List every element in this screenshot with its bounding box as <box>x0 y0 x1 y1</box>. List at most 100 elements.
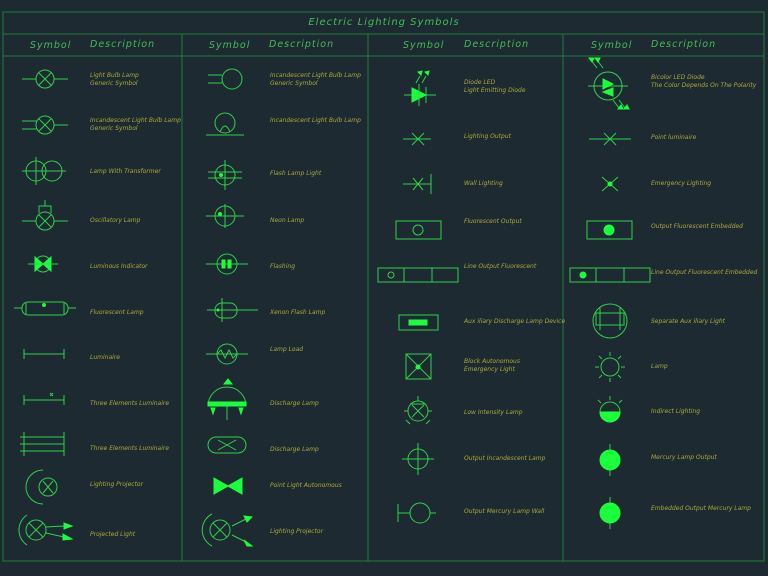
col3-description-2: Lighting Output <box>464 133 512 140</box>
low-intensity-lamp-symbol <box>404 396 432 425</box>
col4-description-5: Line Output Fluorescent Embedded <box>651 269 758 276</box>
col1-description-10: Lighting Projector <box>90 481 144 488</box>
three-elements-luminaire-lines-symbol <box>20 432 65 456</box>
line-output-fluorescent-embedded-symbol <box>569 267 651 283</box>
col2-description-1: Incandescent Light Bulb Lamp <box>270 72 361 79</box>
col1-description-2: Incandescent Light Bulb Lamp <box>90 117 181 124</box>
col1-description-5: Luminous Indicator <box>90 263 148 270</box>
three-elements-luminaire-symbol <box>23 392 65 405</box>
col1-description-6: Fluorescent Lamp <box>90 309 144 316</box>
col2-description-4: Neon Lamp <box>270 217 304 224</box>
col3-description-header: Description <box>464 39 529 50</box>
wall-lighting-symbol <box>403 174 432 194</box>
col1-description-2-line2: Generic Symbol <box>90 125 138 132</box>
flash-lamp-symbol <box>208 160 242 190</box>
col1-description-3: Lamp With Transformer <box>90 168 161 175</box>
col1-description-1: Light Bulb Lamp <box>90 72 139 79</box>
col1-description-1-line2: Generic Symbol <box>90 80 138 87</box>
indirect-lighting-symbol <box>597 396 623 423</box>
col4-description-6: Separate Aux iliary Light <box>651 318 726 325</box>
col2-description-7: Lamp Load <box>270 346 303 353</box>
mercury-lamp-output-symbol <box>599 444 621 476</box>
col2-description-9: Discharge Lamp <box>270 446 319 453</box>
col2-description-3: Flash Lamp Light <box>270 170 322 177</box>
output-mercury-lamp-wall-symbol <box>397 502 436 524</box>
col2-description-2: Incandescent Light Bulb Lamp <box>270 117 361 124</box>
line-output-fluorescent-symbol <box>377 267 459 283</box>
col4-description-1-line2: The Color Depends On The Polarity <box>651 82 757 89</box>
col3-description-7: Block Autonomous <box>464 358 520 365</box>
lamp-symbol <box>595 352 625 382</box>
block-autonomous-symbol <box>405 353 432 380</box>
col2-description-10: Point Light Autonomous <box>270 482 342 489</box>
col4-description-1: Bicolor LED Diode <box>651 74 705 81</box>
col3-description-9: Output Incandescent Lamp <box>464 455 546 462</box>
bicolor-led-symbol <box>588 57 630 110</box>
col3-description-8: Low Intensity Lamp <box>464 409 523 416</box>
output-fluorescent-embedded-symbol <box>586 220 633 240</box>
col4-description-10: Embedded Output Mercury Lamp <box>651 505 751 512</box>
col2-description-11: Lighting Projector <box>270 528 324 535</box>
col2-description-6: Xenon Flash Lamp <box>269 309 325 316</box>
fluorescent-lamp-symbol <box>14 301 76 316</box>
diode-led-symbol <box>404 70 436 106</box>
col4-description-8: Indirect Lighting <box>651 408 700 415</box>
xenon-flash-lamp-symbol <box>207 298 258 322</box>
discharge-lamp-symbol <box>207 378 247 420</box>
separate-auxiliary-light-symbol <box>592 303 628 339</box>
incandescent-lamp-symbol <box>22 115 68 135</box>
col1-description-8: Three Elements Luminaire <box>90 400 169 407</box>
oscillatory-lamp-symbol <box>22 200 68 231</box>
point-luminaire-symbol <box>589 132 631 146</box>
col4-description-2: Point luminaire <box>651 134 697 141</box>
col3-description-6: Aux iliary Discharge Lamp Device <box>463 318 565 325</box>
col3-description-4: Fluorescent Output <box>464 218 522 225</box>
col4-symbol-header: Symbol <box>591 40 632 51</box>
output-incandescent-lamp-symbol <box>402 443 434 475</box>
lighting-projector-symbol <box>25 469 58 505</box>
sheet-title: Electric Lighting Symbols <box>308 17 459 28</box>
col2-description-8: Discharge Lamp <box>270 400 319 407</box>
col4-description-header: Description <box>651 39 716 50</box>
col3-description-3: Wall Lighting <box>464 180 503 187</box>
col4-description-9: Mercury Lamp Output <box>651 454 717 461</box>
light-bulb-lamp-symbol <box>22 69 68 89</box>
col2-symbol-header: Symbol <box>209 40 250 51</box>
luminaire-symbol <box>23 349 65 359</box>
lighting-output-symbol <box>403 132 431 146</box>
col4-description-7: Lamp <box>651 363 668 370</box>
auxiliary-discharge-device-symbol <box>398 314 439 331</box>
col1-description-11: Projected Light <box>90 531 136 538</box>
col3-symbol-header: Symbol <box>403 40 444 51</box>
col1-description-header: Description <box>90 39 155 50</box>
col2-description-5: Flashing <box>270 263 295 270</box>
col3-description-1: Diode LED <box>464 79 495 86</box>
col3-description-7-line2: Emergency Light <box>464 366 515 373</box>
col1-description-9: Three Elements Luminaire <box>90 445 169 452</box>
emergency-lighting-symbol <box>601 176 619 192</box>
luminous-indicator-symbol <box>28 255 58 273</box>
embedded-output-mercury-lamp-symbol <box>599 497 621 529</box>
incandescent-bulb-symbol <box>206 112 244 136</box>
col3-description-5: Line Output Fluorescent <box>464 263 537 270</box>
flashing-symbol <box>206 253 248 275</box>
neon-lamp-symbol <box>206 204 244 228</box>
projected-light-symbol <box>18 514 74 546</box>
table-frame <box>2 11 765 562</box>
col2-description-1-line2: Generic Symbol <box>270 80 318 87</box>
col4-description-3: Emergency Lighting <box>651 180 711 187</box>
lamp-load-symbol <box>206 343 248 365</box>
col1-description-4: Oscillatory Lamp <box>90 217 141 224</box>
col2-description-header: Description <box>269 39 334 50</box>
lighting-projector-col2-symbol <box>201 513 254 547</box>
lamp-with-transformer-symbol <box>22 157 66 185</box>
col4-description-4: Output Fluorescent Embedded <box>651 223 743 230</box>
col1-symbol-header: Symbol <box>30 40 71 51</box>
col3-description-1-line2: Light Emitting Diode <box>464 87 526 94</box>
col1-description-7: Luminaire <box>90 354 120 361</box>
incandescent-generic-symbol <box>208 68 243 90</box>
discharge-lamp-capsule-symbol <box>207 436 247 454</box>
point-light-autonomous-symbol <box>213 477 243 495</box>
col3-description-10: Output Mercury Lamp Wall <box>464 508 545 515</box>
